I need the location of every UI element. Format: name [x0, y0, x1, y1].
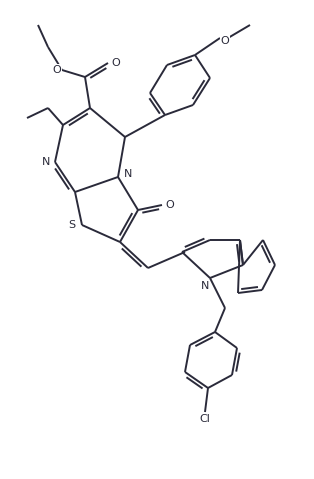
Text: O: O	[165, 200, 174, 210]
Text: S: S	[68, 220, 76, 230]
Text: O: O	[111, 58, 120, 68]
Text: N: N	[42, 157, 50, 167]
Text: N: N	[201, 281, 209, 291]
Text: N: N	[124, 169, 132, 179]
Text: O: O	[221, 36, 229, 46]
Text: O: O	[53, 65, 61, 75]
Text: Cl: Cl	[200, 414, 210, 424]
